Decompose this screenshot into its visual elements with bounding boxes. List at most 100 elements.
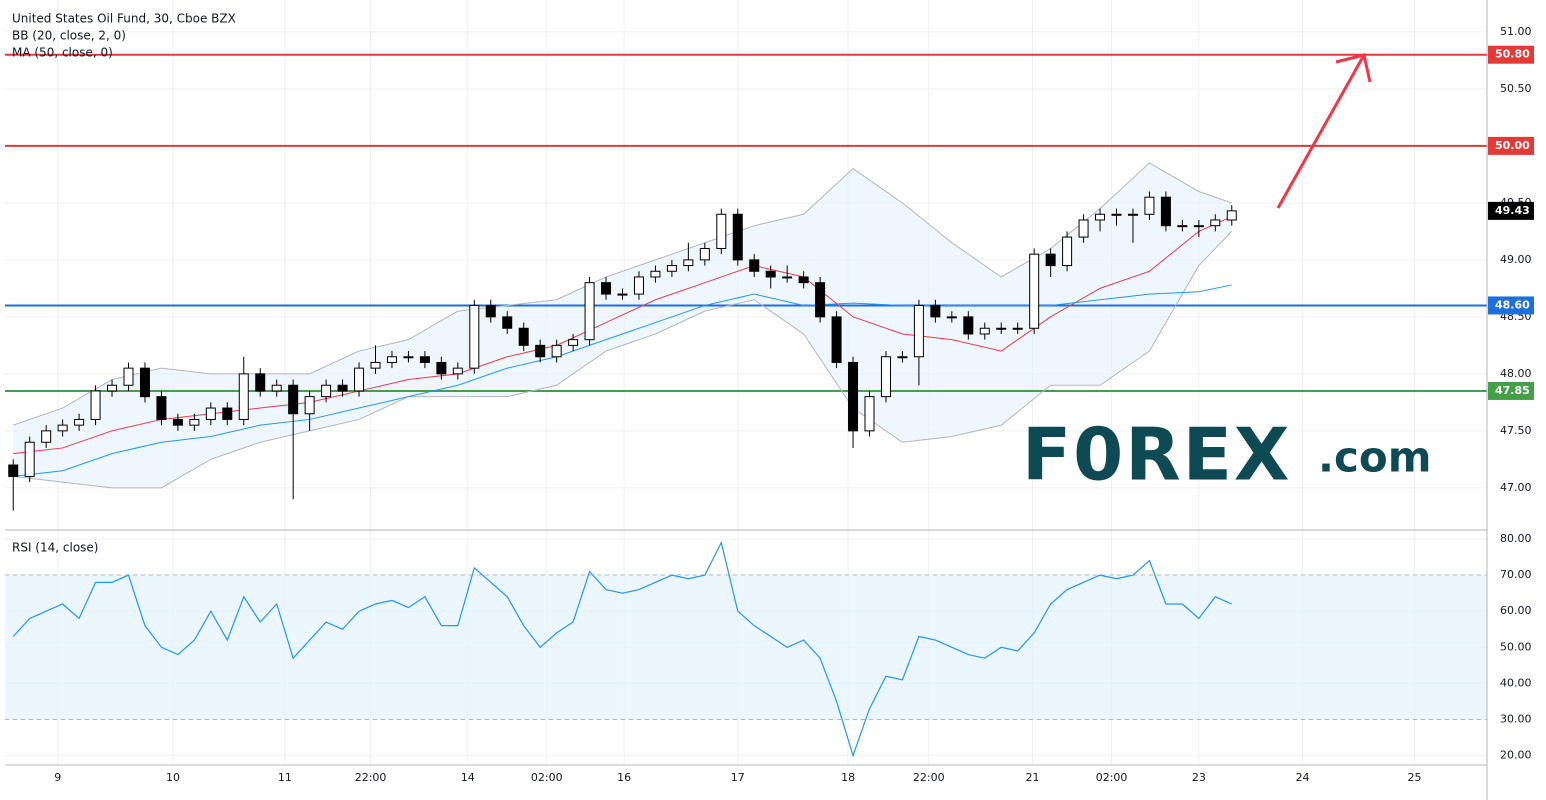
logo-suffix: .com	[1318, 433, 1431, 482]
indicator-line	[13, 162, 1232, 426]
candle-body	[288, 384, 299, 415]
y-tick-label: 49.00	[1500, 253, 1532, 266]
x-tick-label: 14	[461, 771, 475, 784]
candle-body	[666, 265, 677, 272]
candle-body	[535, 344, 546, 358]
candle-body	[8, 464, 19, 477]
candle-body	[370, 361, 381, 369]
y-tick-label: 60.00	[1500, 604, 1532, 617]
candle-body	[930, 304, 941, 318]
level-label-box	[1488, 136, 1534, 155]
y-tick-label: 30.00	[1500, 713, 1532, 726]
candle-body	[551, 344, 562, 358]
candle-body	[1144, 196, 1155, 215]
level-label-box	[1488, 381, 1534, 400]
candle-body	[1177, 225, 1188, 228]
x-tick-label: 02:00	[1096, 771, 1128, 784]
arrow	[1276, 54, 1366, 209]
candle-body	[831, 316, 842, 363]
x-tick-label: 21	[1026, 771, 1040, 784]
x-tick-label: 11	[278, 771, 292, 784]
candle-body	[74, 418, 85, 426]
candle-body	[1062, 236, 1073, 267]
candle-body	[1045, 253, 1056, 267]
candle-body	[749, 259, 760, 272]
level-label: 48.60	[1495, 298, 1530, 311]
indicator-line	[13, 231, 1233, 489]
y-tick-label: 70.00	[1500, 568, 1532, 581]
candle-body	[255, 373, 266, 392]
candle-body	[765, 270, 776, 278]
x-tick-label: 22:00	[913, 771, 945, 784]
level-label-box	[1488, 45, 1534, 64]
candle-body	[1095, 213, 1106, 221]
y-tick-label: 47.00	[1500, 481, 1532, 494]
candle-body	[123, 367, 134, 386]
level-label: 50.00	[1495, 139, 1530, 152]
candle-body	[139, 367, 150, 398]
candle-body	[699, 247, 710, 261]
candle-body	[650, 270, 661, 278]
x-tick-label: 24	[1296, 771, 1310, 784]
indicator-line	[13, 216, 1232, 455]
logo: F0REX	[1022, 413, 1291, 497]
legend-entry: MA (50, close, 0)	[12, 46, 113, 60]
candle-body	[1078, 219, 1089, 238]
candle-body	[321, 384, 332, 398]
candle-body	[815, 282, 826, 318]
x-tick-label: 25	[1408, 771, 1422, 784]
last-price-box	[1488, 201, 1534, 220]
candle-body	[946, 316, 957, 319]
y-tick-label: 47.50	[1500, 424, 1532, 437]
candle-body	[897, 356, 908, 359]
x-tick-label: 10	[166, 771, 180, 784]
candle-body	[1193, 225, 1204, 228]
candle-body	[238, 373, 249, 420]
last-price-label: 49.43	[1495, 204, 1530, 217]
candle-body	[1160, 196, 1171, 227]
rsi-line	[12, 540, 1233, 758]
y-tick-label: 48.00	[1500, 367, 1532, 380]
x-tick-label: 22:00	[355, 771, 387, 784]
y-tick-label: 20.00	[1500, 749, 1532, 762]
y-tick-label: 51.00	[1500, 25, 1532, 38]
x-tick-label: 23	[1192, 771, 1206, 784]
candle-body	[403, 356, 414, 359]
candle-body	[798, 276, 809, 284]
candle-body	[1127, 213, 1138, 216]
candle-body	[683, 259, 694, 267]
y-tick-label: 40.00	[1500, 676, 1532, 689]
candle-body	[1012, 327, 1023, 330]
candle-body	[107, 384, 118, 392]
rsi-band	[5, 575, 1487, 720]
candle-body	[782, 276, 793, 279]
candle-body	[271, 384, 282, 392]
chart-title: United States Oil Fund, 30, Cboe BZX	[12, 12, 236, 26]
candle-body	[584, 282, 595, 341]
candle-body	[156, 396, 167, 420]
candle-body	[880, 356, 891, 398]
x-tick-label: 16	[617, 771, 631, 784]
candle-body	[633, 276, 644, 295]
x-tick-label: 9	[54, 771, 61, 784]
candle-body	[617, 293, 628, 296]
candle-body	[205, 407, 216, 420]
candle-body	[1111, 213, 1122, 216]
plot: 9 10 11 22:00 14 02:00 16 17 18 22:00 21 02:00 23 24 2…	[5, 0, 1534, 784]
candle-body	[41, 430, 52, 443]
candle-body	[452, 367, 463, 375]
candle-body	[485, 304, 496, 318]
candle-body	[419, 356, 430, 363]
candle-body	[1226, 210, 1237, 221]
candle-body	[502, 316, 513, 329]
candle-body	[337, 384, 348, 392]
candle-body	[469, 304, 480, 369]
rsi-title: RSI (14, close)	[12, 541, 98, 555]
indicator-line	[13, 284, 1232, 477]
level-label: 50.80	[1495, 48, 1530, 61]
x-tick-label: 02:00	[531, 771, 563, 784]
arrow-head	[1335, 53, 1372, 83]
candle-body	[913, 304, 924, 358]
candle-body	[518, 327, 529, 346]
candle-body	[354, 367, 365, 392]
